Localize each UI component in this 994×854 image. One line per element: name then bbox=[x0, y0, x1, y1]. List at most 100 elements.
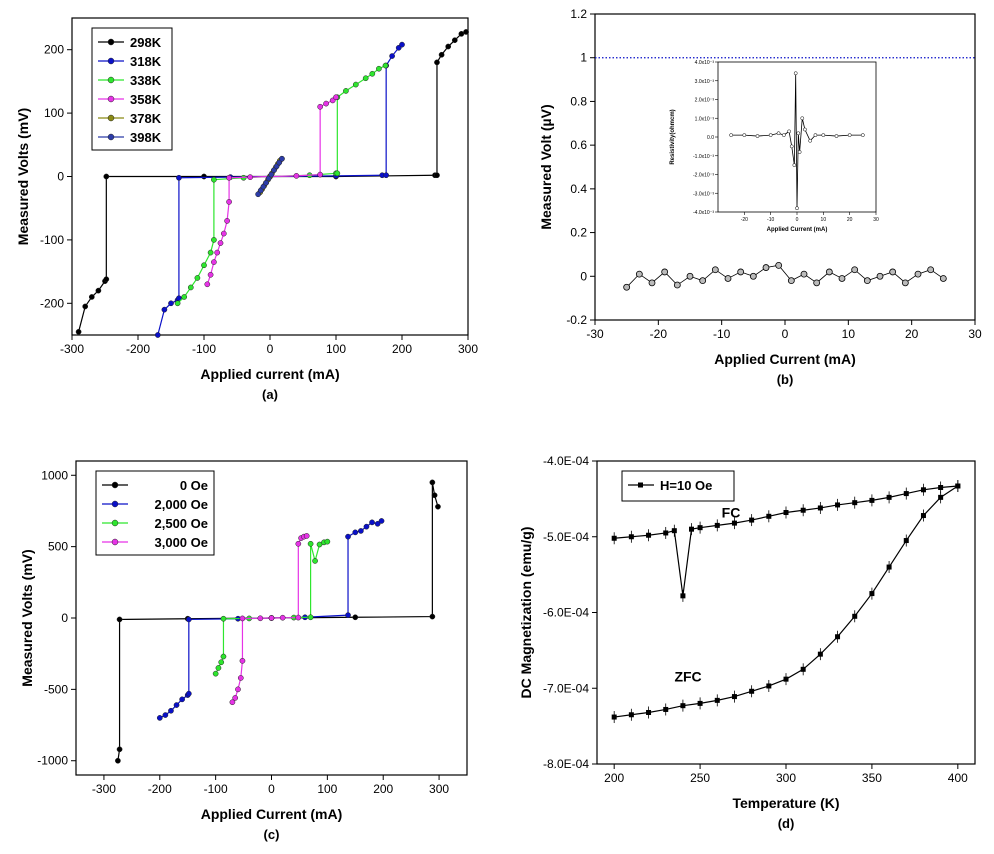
inset-y-tick-label: 1.0x10⁻³ bbox=[695, 116, 715, 122]
legend-marker bbox=[107, 57, 115, 65]
legend-entry: 338K bbox=[130, 73, 162, 88]
legend-marker bbox=[107, 114, 115, 122]
data-point bbox=[680, 593, 686, 599]
legend: 298K 318K 338K 358K 378K 398K bbox=[91, 27, 173, 151]
data-point bbox=[369, 70, 376, 77]
data-point bbox=[955, 483, 961, 489]
data-point bbox=[623, 283, 631, 291]
data-point bbox=[207, 249, 214, 256]
data-point bbox=[661, 268, 669, 276]
data-point bbox=[185, 690, 192, 697]
y-axis-label: Measured Volts (mV) bbox=[19, 549, 35, 686]
inset-x-tick-label: 20 bbox=[847, 217, 853, 223]
data-point bbox=[635, 270, 643, 278]
x-tick-label: 300 bbox=[429, 782, 449, 796]
data-point bbox=[800, 270, 808, 278]
data-point bbox=[224, 218, 230, 224]
data-point bbox=[220, 615, 227, 622]
inset-data-point bbox=[800, 116, 805, 121]
y-tick-label: 0 bbox=[580, 269, 587, 283]
data-point bbox=[671, 528, 677, 534]
data-point bbox=[766, 513, 772, 519]
inset-data-point bbox=[792, 163, 797, 167]
chart-panel-2: -30 -20 -10 0 10 20 30 -0.2 0 0.2 0.4 0.6 0.8 1 1.2 App… bbox=[538, 7, 982, 387]
inset-data-point bbox=[847, 133, 852, 137]
data-point bbox=[156, 715, 163, 721]
data-point bbox=[239, 657, 246, 664]
data-point bbox=[343, 88, 349, 94]
panel-label: (a) bbox=[262, 387, 278, 402]
x-tick-label: 10 bbox=[842, 327, 856, 341]
data-point bbox=[154, 332, 161, 338]
inset-data-point bbox=[813, 133, 818, 137]
y-tick-label: -6.0E-04 bbox=[543, 606, 589, 620]
data-point bbox=[766, 683, 772, 689]
data-point bbox=[211, 176, 217, 183]
annotation-zfc: ZFC bbox=[674, 669, 701, 685]
data-point bbox=[116, 616, 123, 623]
inset-data-point bbox=[755, 134, 760, 138]
legend-entry: 318K bbox=[130, 54, 162, 69]
inset-data-point bbox=[821, 133, 826, 137]
data-point bbox=[174, 300, 181, 307]
data-point bbox=[173, 702, 180, 708]
data-point bbox=[646, 532, 652, 538]
data-point bbox=[699, 277, 707, 285]
y-tick-label: 1000 bbox=[41, 468, 68, 482]
data-point bbox=[711, 266, 719, 274]
data-point bbox=[438, 51, 445, 58]
inset-data-point bbox=[803, 127, 807, 132]
data-point bbox=[914, 270, 922, 278]
data-point bbox=[88, 294, 95, 300]
inset-data-point bbox=[808, 138, 813, 143]
data-point bbox=[775, 261, 783, 269]
inset-y-tick-label: -2.0x10⁻³ bbox=[693, 173, 714, 179]
inset-data-point bbox=[793, 71, 798, 76]
annotation-fc: FC bbox=[722, 505, 741, 521]
data-point bbox=[232, 695, 239, 701]
data-point bbox=[648, 279, 656, 287]
data-point bbox=[697, 700, 703, 706]
y-tick-label: 1.2 bbox=[570, 7, 587, 21]
data-point bbox=[749, 517, 755, 523]
data-point bbox=[237, 675, 244, 681]
data-point bbox=[835, 502, 841, 508]
inset-data-point bbox=[781, 133, 786, 137]
x-tick-label: -100 bbox=[192, 342, 216, 356]
legend: H=10 Oe bbox=[621, 470, 735, 502]
data-point bbox=[817, 505, 823, 511]
series-line bbox=[177, 65, 386, 304]
data-point bbox=[293, 173, 300, 179]
data-point bbox=[369, 519, 375, 526]
x-tick-label: 100 bbox=[317, 782, 337, 796]
data-point bbox=[869, 497, 875, 503]
data-point bbox=[181, 294, 188, 300]
data-point bbox=[663, 706, 669, 712]
data-point bbox=[737, 268, 745, 276]
y-tick-label: 500 bbox=[48, 540, 68, 554]
data-point bbox=[211, 237, 217, 243]
data-point bbox=[724, 275, 732, 282]
data-point bbox=[358, 528, 364, 534]
inset-data-point bbox=[776, 131, 781, 136]
data-point bbox=[628, 534, 634, 540]
data-point bbox=[378, 518, 385, 524]
data-point bbox=[869, 591, 875, 597]
data-point bbox=[268, 615, 275, 621]
chart-panel-3: -300 -200 -100 0 100 200 300-1000-50005001000A… bbox=[19, 460, 468, 842]
data-point bbox=[362, 75, 369, 82]
y-tick-label: -100 bbox=[40, 233, 64, 247]
data-point bbox=[103, 276, 110, 283]
x-tick-label: 30 bbox=[968, 327, 982, 341]
data-point bbox=[185, 616, 192, 623]
data-point bbox=[389, 53, 395, 59]
data-point bbox=[434, 172, 440, 179]
data-point bbox=[429, 613, 436, 620]
inset-data-point bbox=[860, 133, 865, 137]
data-point bbox=[852, 500, 858, 506]
legend-entry: 378K bbox=[130, 111, 162, 126]
data-point bbox=[201, 262, 207, 269]
legend-marker bbox=[107, 95, 115, 103]
